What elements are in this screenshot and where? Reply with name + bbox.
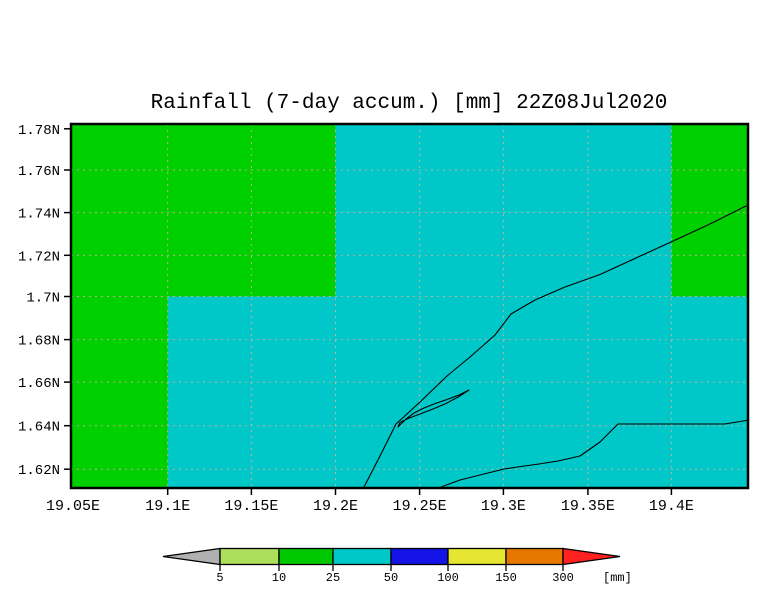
svg-text:1.68N: 1.68N [18,334,60,350]
svg-text:19.1E: 19.1E [145,498,190,515]
svg-text:19.05E: 19.05E [46,498,100,515]
svg-text:1.62N: 1.62N [18,463,60,479]
svg-text:1.64N: 1.64N [18,420,60,436]
svg-text:Rainfall (7-day accum.) [mm] 2: Rainfall (7-day accum.) [mm] 22Z08Jul202… [151,92,668,115]
svg-text:1.78N: 1.78N [18,123,60,139]
svg-text:150: 150 [495,571,517,585]
svg-text:1.7N: 1.7N [26,291,60,307]
svg-text:[mm]: [mm] [603,571,632,585]
svg-text:19.3E: 19.3E [481,498,526,515]
svg-text:300: 300 [552,571,574,585]
svg-text:1.72N: 1.72N [18,249,60,265]
svg-text:1.66N: 1.66N [18,376,60,392]
svg-text:1.76N: 1.76N [18,164,60,180]
svg-text:10: 10 [272,571,286,585]
svg-text:5: 5 [216,571,223,585]
svg-text:19.35E: 19.35E [561,498,615,515]
svg-text:100: 100 [437,571,459,585]
svg-text:19.15E: 19.15E [224,498,278,515]
svg-text:19.4E: 19.4E [649,498,694,515]
svg-text:19.2E: 19.2E [313,498,358,515]
svg-text:25: 25 [326,571,340,585]
svg-text:50: 50 [384,571,398,585]
svg-text:1.74N: 1.74N [18,207,60,223]
svg-text:19.25E: 19.25E [393,498,447,515]
